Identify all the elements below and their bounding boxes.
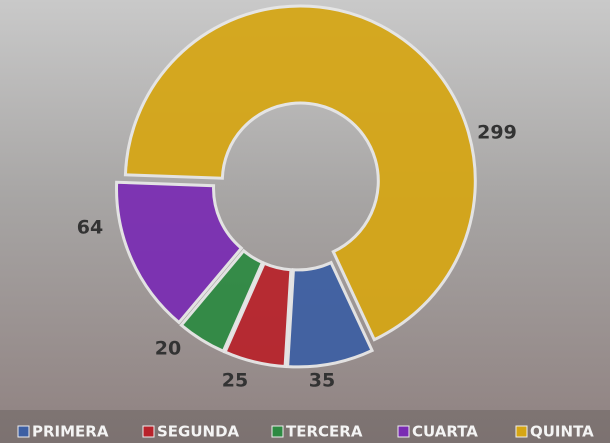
legend-label: CUARTA [412, 423, 478, 441]
chart: 35 25 20 64 299 PRIMERA SEGUNDA TERCERA CUARTA QU… [0, 0, 610, 443]
legend-swatch [143, 426, 154, 437]
data-label: 35 [309, 370, 335, 392]
legend-label: PRIMERA [32, 423, 109, 441]
legend-swatch [18, 426, 29, 437]
legend-swatch [398, 426, 409, 437]
data-label: 64 [77, 217, 103, 239]
data-label: 20 [155, 338, 181, 360]
legend-label: QUINTA [530, 423, 594, 441]
legend-swatch [272, 426, 283, 437]
data-label: 299 [477, 122, 517, 144]
legend-label: TERCERA [286, 423, 363, 441]
legend-label: SEGUNDA [157, 423, 240, 441]
legend-swatch [516, 426, 527, 437]
data-label: 25 [222, 370, 248, 392]
